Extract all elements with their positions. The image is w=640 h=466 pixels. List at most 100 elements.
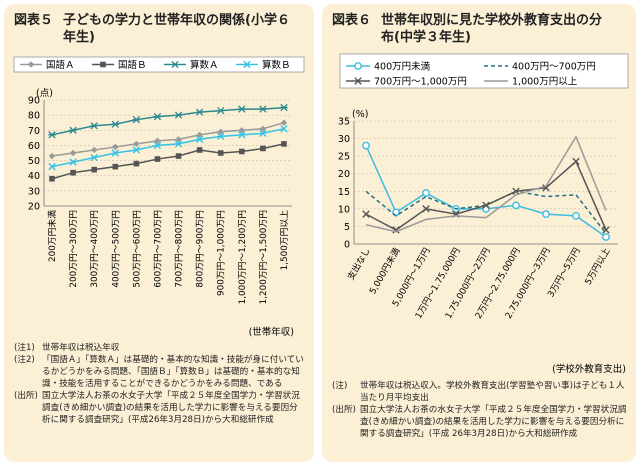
legend-marker <box>100 61 106 68</box>
data-point <box>48 162 56 171</box>
data-point <box>90 146 98 154</box>
x-tick-label: 300万円〜400万円 <box>89 210 100 288</box>
y-unit: (%) <box>352 109 368 120</box>
y-unit: (点) <box>36 88 53 99</box>
note-head: (注) <box>332 381 348 391</box>
note-1: (出所) 国立大学法人お茶の水女子大学「平成２５年度全国学力・学習状況調査(きめ細… <box>332 404 628 440</box>
y-tick-label: 30 <box>338 134 350 145</box>
data-point <box>133 140 140 148</box>
data-point <box>362 141 370 150</box>
figure-5-panel: 図表５ 子どもの学力と世帯年収の関係(小学６年生) 国語Ａ 国語Ｂ 算数Ａ 算数Ｂ (点)… <box>4 4 314 462</box>
x-tick-label: 200万円未満 <box>46 210 58 262</box>
legend: 国語Ａ 国語Ｂ 算数Ａ 算数Ｂ <box>13 56 305 73</box>
x-tick-label: 200万円〜300万円 <box>68 210 79 288</box>
legend: 400万円未満 400万円〜700万円 700万円〜1,000万円 1,000万円以上 <box>339 53 629 89</box>
figure-5-notes: (注1) 世帯年収は税込年収 (注2) 「国語Ａ」「算数Ａ」は基礎的・基本的な知識・技… <box>14 342 306 426</box>
series-line <box>51 143 285 180</box>
legend-label: 400万円未満 <box>374 61 431 73</box>
y-tick-label: 10 <box>338 204 350 215</box>
data-point <box>362 210 370 218</box>
x-axis-label: (学校外教育支出) <box>552 363 626 375</box>
x-tick-label: 5万円以上 <box>583 246 613 287</box>
series <box>365 190 607 234</box>
data-point <box>217 106 225 115</box>
data-point <box>217 150 224 156</box>
note-2: (出所) 国立大学法人お茶の水女子大学「平成２５年度全国学力・学習状況調査(きめ細… <box>14 390 306 426</box>
data-point <box>91 166 97 173</box>
data-point <box>217 132 225 141</box>
data-point <box>112 143 119 151</box>
legend-label: 1,000万円以上 <box>512 77 578 88</box>
data-point <box>602 233 610 241</box>
y-tick-label: 25 <box>338 152 350 163</box>
data-point <box>195 108 204 116</box>
legend-label: 算数Ｂ <box>262 59 291 71</box>
data-point <box>195 135 204 144</box>
y-tick-label: 90 <box>28 96 40 107</box>
data-point <box>196 147 203 153</box>
data-point <box>49 175 55 182</box>
series-line <box>51 106 285 136</box>
legend-label: 400万円〜700万円 <box>512 62 596 73</box>
x-tick-label: 600万円〜700万円 <box>152 210 163 288</box>
x-tick-label: 400万円〜500万円 <box>110 210 121 288</box>
x-tick-label: 5,000円未満 <box>366 245 402 296</box>
figure-6-title: 図表６ 世帯年収別に見た学校外教育支出の分布(中学３年生) <box>332 12 611 46</box>
data-point <box>154 137 161 145</box>
legend-marker <box>171 60 179 69</box>
data-point <box>175 153 182 159</box>
note-text: 世帯年収は税込収入。学校外教育支出(学習塾や習い事)は子ども１人当たり月平均支出 <box>360 381 625 403</box>
data-point <box>260 145 266 152</box>
note-head: (注2) <box>14 355 35 365</box>
data-point <box>70 169 76 176</box>
x-tick-label: 1,200万円〜1,500万円 <box>258 210 269 305</box>
data-point <box>132 146 141 154</box>
data-point <box>69 126 77 134</box>
data-point <box>238 127 246 134</box>
data-point <box>48 131 56 139</box>
note-text: 国立大学法人お茶の水女子大学「平成２５年度全国学力・学習状況調査(きめ細かい調査… <box>42 391 300 425</box>
series <box>49 141 287 182</box>
data-point <box>422 189 430 197</box>
figure-5-label: 図表５ <box>14 13 54 28</box>
note-head: (出所) <box>332 405 356 415</box>
figure-6-label: 図表６ <box>332 13 372 28</box>
data-point <box>153 112 162 121</box>
data-point <box>259 125 267 132</box>
data-point <box>572 211 580 220</box>
legend-box <box>339 53 629 89</box>
legend-box <box>13 56 305 73</box>
data-point <box>111 149 119 157</box>
y-tick-label: 80 <box>28 111 40 122</box>
y-tick-label: 20 <box>338 169 350 180</box>
note-head: (注1) <box>14 343 35 353</box>
x-tick-label: 700万円〜800万円 <box>174 210 185 288</box>
data-point <box>48 152 56 160</box>
data-point <box>280 119 288 126</box>
series <box>48 125 288 171</box>
data-point <box>174 111 183 119</box>
data-point <box>111 120 119 128</box>
data-point <box>238 105 246 113</box>
x-axis-label: (世帯年収) <box>249 326 294 338</box>
legend-marker <box>354 62 362 70</box>
data-point <box>392 226 400 234</box>
figure-6-panel: 図表６ 世帯年収別に見た学校外教育支出の分布(中学３年生) 400万円未満 400万… <box>322 4 636 462</box>
legend-label: 国語Ａ <box>46 59 75 71</box>
series-line <box>51 128 285 168</box>
x-tick-label: 800万円〜900万円 <box>195 210 206 288</box>
data-point <box>153 141 162 150</box>
y-tick-label: 0 <box>344 240 350 251</box>
data-point <box>175 136 182 143</box>
note-0: (注) 世帯年収は税込収入。学校外教育支出(学習塾や習い事)は子ども１人当たり月平… <box>332 380 628 404</box>
data-point <box>238 131 246 139</box>
note-text: 「国語Ａ」「算数Ａ」は基礎的・基本的な知識・技能が身に付いているかどうかをみる問… <box>42 355 304 389</box>
note-text: 国立大学法人お茶の水女子大学「平成２５年度全国学力・学習状況調査(きめ細かい調査… <box>360 405 627 439</box>
figure-6-title-text: 世帯年収別に見た学校外教育支出の分布(中学３年生) <box>381 13 603 45</box>
x-tick-label: 900万円〜1,000万円 <box>216 210 227 296</box>
data-point <box>174 140 183 148</box>
data-point <box>542 210 550 219</box>
note-1: (注2) 「国語Ａ」「算数Ａ」は基礎的・基本的な知識・技能が身に付いているかどうか… <box>14 354 306 390</box>
figure-6-notes: (注) 世帯年収は税込収入。学校外教育支出(学習塾や習い事)は子ども１人当たり月平… <box>332 380 628 440</box>
legend-label: 算数Ａ <box>190 59 219 71</box>
